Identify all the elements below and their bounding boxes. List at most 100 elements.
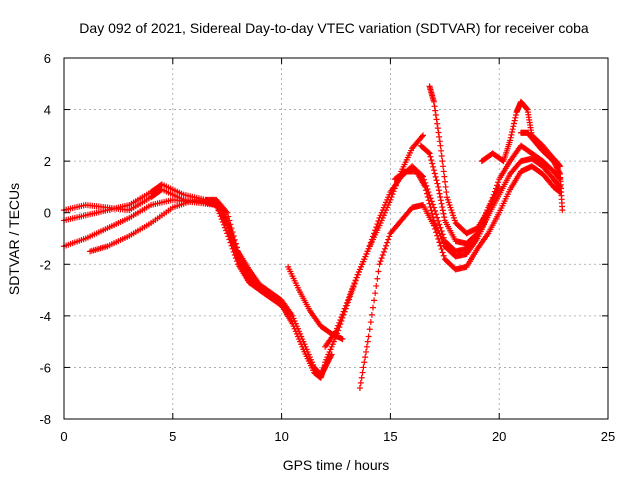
data-point (439, 204, 446, 211)
data-point (381, 245, 388, 252)
data-point (367, 319, 374, 326)
data-point (437, 197, 444, 204)
series-satellite-track-4 (87, 196, 263, 291)
data-point (233, 247, 240, 254)
data-point (556, 175, 563, 182)
data-point (383, 242, 390, 249)
data-point (233, 258, 240, 265)
data-point (350, 283, 357, 290)
data-point (365, 333, 372, 340)
data-point (430, 167, 437, 174)
x-tick-label: 15 (383, 429, 397, 444)
data-point (438, 152, 445, 159)
data-point (267, 294, 274, 301)
y-tick-label: -6 (39, 360, 51, 375)
data-point (228, 242, 235, 249)
data-point (375, 217, 382, 224)
data-point (418, 133, 425, 140)
data-point (230, 237, 237, 244)
data-point (333, 333, 339, 340)
data-point (358, 374, 365, 381)
data-point (374, 221, 381, 228)
data-point (334, 330, 341, 337)
series-satellite-track-5 (285, 263, 346, 343)
data-point (336, 324, 343, 331)
data-point (430, 163, 437, 170)
plot-frame (63, 57, 609, 420)
data-point (369, 304, 376, 311)
data-point (369, 233, 376, 240)
data-point (436, 133, 443, 140)
data-point (367, 239, 374, 246)
data-point (230, 248, 237, 255)
data-point (266, 294, 273, 301)
data-point (440, 252, 447, 259)
data-point (436, 190, 443, 197)
data-point (224, 217, 231, 224)
x-tick-label: 0 (60, 429, 67, 444)
data-point (432, 173, 439, 180)
data-point (368, 311, 375, 318)
series-satellite-track-7 (322, 155, 564, 366)
data-point (360, 364, 367, 371)
data-point (435, 187, 442, 194)
data-point (441, 173, 448, 180)
data-point (523, 105, 530, 112)
data-point (420, 132, 427, 139)
data-point (219, 218, 226, 225)
data-point (343, 302, 350, 309)
series-satellite-track-10 (426, 83, 564, 237)
data-point (353, 274, 360, 281)
data-point (440, 168, 447, 175)
data-point (510, 120, 517, 127)
data-point (424, 193, 431, 200)
data-point (443, 189, 450, 196)
data-point (229, 234, 236, 241)
data-point (220, 221, 227, 228)
data-point (435, 183, 442, 190)
chart-title: Day 092 of 2021, Sidereal Day-to-day VTE… (79, 20, 589, 36)
data-point (440, 163, 447, 170)
series-satellite-track-12 (478, 98, 564, 170)
data-point (439, 249, 446, 256)
data-point (422, 183, 429, 190)
data-point (427, 153, 434, 160)
data-point (380, 248, 387, 255)
data-point (377, 258, 384, 265)
data-point (427, 204, 434, 211)
data-point (509, 129, 516, 136)
data-point (429, 210, 436, 217)
data-point (442, 178, 449, 185)
data-point (511, 117, 518, 124)
x-tick-label: 10 (274, 429, 288, 444)
data-point (512, 114, 519, 121)
data-point (431, 170, 438, 177)
data-point (384, 239, 391, 246)
data-point (379, 252, 386, 259)
y-axis-label: SDTVAR / TECUs (6, 183, 22, 295)
data-point (349, 287, 356, 294)
data-point (435, 129, 442, 136)
data-point (438, 200, 445, 207)
data-point (507, 134, 514, 141)
data-point (425, 149, 432, 156)
data-point (434, 120, 441, 127)
y-tick-label: -4 (39, 309, 51, 324)
y-tick-label: -2 (39, 257, 51, 272)
data-point (436, 221, 443, 228)
data-point (425, 197, 432, 204)
data-point (430, 214, 437, 221)
data-point (366, 242, 373, 249)
series-satellite-track-11 (417, 142, 503, 247)
data-point (508, 131, 515, 138)
data-point (362, 354, 369, 361)
data-point (429, 160, 436, 167)
data-point (231, 240, 238, 247)
series-satellite-track-2 (61, 186, 329, 381)
data-point (559, 207, 566, 214)
data-point (437, 142, 444, 149)
data-point (365, 245, 372, 252)
data-point (371, 297, 378, 304)
data-point (348, 290, 355, 297)
